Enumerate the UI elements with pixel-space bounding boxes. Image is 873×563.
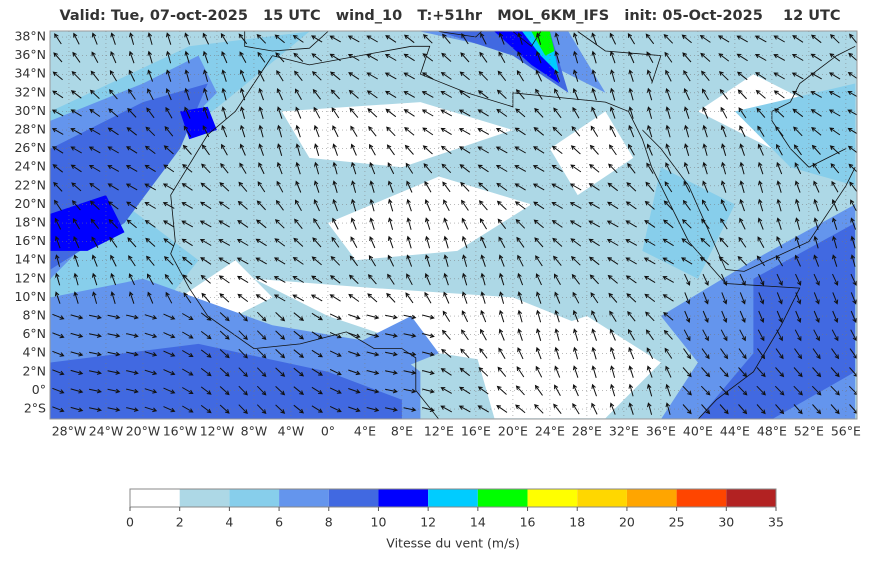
lat-label: 4°N — [22, 345, 46, 360]
colorbar-tick-label: 18 — [569, 515, 585, 530]
colorbar-bin — [477, 489, 528, 507]
map-title: Valid: Tue, 07-oct-2025 15 UTC wind_10 T… — [59, 8, 840, 24]
colorbar-tick-label: 10 — [371, 515, 387, 530]
lat-label: 38°N — [14, 29, 46, 44]
colorbar-bin — [726, 489, 776, 507]
colorbar-tick-label: 0 — [126, 515, 134, 530]
colorbar-bin — [626, 489, 677, 507]
coastline — [642, 129, 856, 272]
lon-label: 28°W — [52, 424, 87, 439]
lon-label: 48°E — [757, 424, 787, 439]
colorbar-tick-label: 2 — [176, 515, 184, 530]
wind-speed-zone — [327, 176, 532, 261]
wind-speed-zone — [180, 106, 217, 140]
lon-label: 20°E — [498, 424, 528, 439]
wind-speed-zone — [355, 316, 439, 372]
colorbar-bin — [229, 489, 280, 507]
wind-speed-zone — [281, 102, 513, 168]
wind-speed-zone — [420, 31, 606, 93]
lat-label: 2°S — [24, 401, 46, 416]
coastline — [438, 31, 483, 38]
lat-label: 16°N — [14, 233, 46, 248]
colorbar-bin — [378, 489, 429, 507]
map-frame — [49, 30, 858, 420]
colorbar-bin — [527, 489, 578, 507]
lon-label: 4°W — [278, 424, 305, 439]
wind-speed-zone — [549, 111, 634, 196]
lat-label: 0° — [32, 382, 46, 397]
lat-label: 20°N — [14, 196, 46, 211]
lat-label: 14°N — [14, 252, 46, 267]
wind-speed-zone — [734, 83, 856, 186]
lat-label: 12°N — [14, 270, 46, 285]
lon-label: 40°E — [683, 424, 713, 439]
lat-label: 30°N — [14, 103, 46, 118]
colorbar-bin — [577, 489, 627, 507]
colorbar-tick-label: 35 — [768, 515, 784, 530]
wind-speed-zone — [50, 195, 125, 251]
wind-speed-zone — [698, 223, 856, 419]
colorbar-bin — [130, 489, 180, 507]
lat-label: 26°N — [14, 140, 46, 155]
colorbar-bin — [179, 489, 230, 507]
lon-label: 36°E — [646, 424, 676, 439]
colorbar-bin — [428, 489, 478, 507]
lon-label: 16°W — [163, 424, 198, 439]
lat-label: 6°N — [22, 326, 46, 341]
lat-label: 8°N — [22, 308, 46, 323]
colorbar-tick-label: 14 — [470, 515, 486, 530]
lon-label: 28°E — [572, 424, 602, 439]
lon-label: 24°W — [89, 424, 124, 439]
lon-label: 12°W — [200, 424, 235, 439]
colorbar-tick-label: 4 — [225, 515, 233, 530]
lon-label: 44°E — [720, 424, 750, 439]
colorbar-tick-label: 8 — [325, 515, 333, 530]
lon-label: 12°E — [424, 424, 454, 439]
lon-label: 32°E — [609, 424, 639, 439]
colorbar-tick-label: 16 — [520, 515, 536, 530]
colorbar-tick-label: 25 — [669, 515, 685, 530]
colorbar-bin — [279, 489, 329, 507]
lat-label: 18°N — [14, 215, 46, 230]
lon-label: 52°E — [794, 424, 824, 439]
coastline — [577, 31, 662, 84]
wind-arrows — [51, 32, 857, 415]
lat-label: 32°N — [14, 84, 46, 99]
colorbar-tick-label: 12 — [420, 515, 436, 530]
lat-label: 36°N — [14, 47, 46, 62]
colorbar-tick-label: 30 — [718, 515, 734, 530]
lat-label: 28°N — [14, 122, 46, 137]
colorbar-bin — [676, 489, 727, 507]
lon-label: 56°E — [831, 424, 861, 439]
lat-label: 10°N — [14, 289, 46, 304]
lat-label: 24°N — [14, 159, 46, 174]
lon-label: 8°E — [391, 424, 413, 439]
lon-label: 20°W — [126, 424, 161, 439]
colorbar-tick-label: 20 — [619, 515, 635, 530]
lon-label: 24°E — [535, 424, 565, 439]
lon-label: 0° — [321, 424, 335, 439]
colorbar-tick-label: 6 — [275, 515, 283, 530]
map-area — [50, 31, 857, 419]
colorbar-label: Vitesse du vent (m/s) — [386, 536, 519, 551]
lat-label: 2°N — [22, 363, 46, 378]
colorbar-frame — [129, 488, 777, 508]
coastline — [512, 31, 542, 47]
lat-label: 34°N — [14, 66, 46, 81]
wind-speed-zone — [50, 343, 402, 419]
lon-label: 16°E — [461, 424, 491, 439]
colorbar-bin — [328, 489, 379, 507]
lon-label: 8°W — [241, 424, 268, 439]
lat-label: 22°N — [14, 177, 46, 192]
lon-label: 4°E — [354, 424, 376, 439]
